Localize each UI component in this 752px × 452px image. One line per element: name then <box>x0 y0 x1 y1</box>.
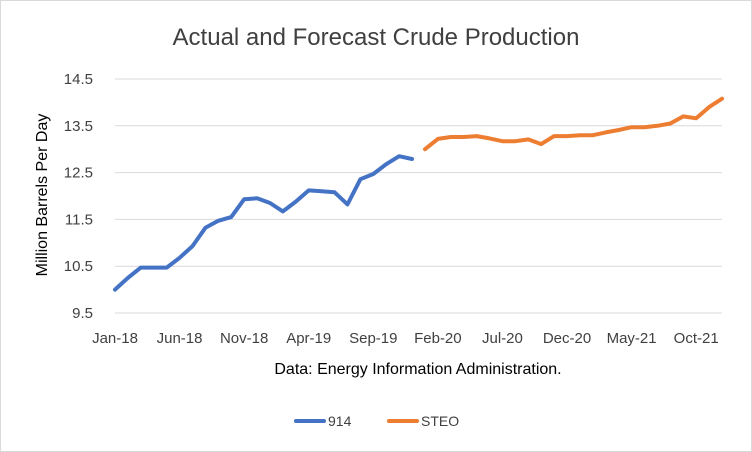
legend: 914 STEO <box>294 413 459 429</box>
y-tick-label: 11.5 <box>65 211 93 228</box>
x-tick-label: Feb-20 <box>414 330 462 347</box>
x-tick-label: Jul-20 <box>482 330 523 347</box>
x-tick-label: Jun-18 <box>157 330 203 347</box>
y-tick-label: 14.5 <box>64 71 93 88</box>
x-axis-label: Data: Energy Information Administration. <box>274 361 561 378</box>
x-tick-label: Dec-20 <box>543 330 591 347</box>
legend-label: STEO <box>421 413 459 429</box>
x-tick-label: May-21 <box>607 330 657 347</box>
x-tick-label: Sep-19 <box>349 330 397 347</box>
y-tick-label: 13.5 <box>64 118 93 135</box>
y-tick-label: 10.5 <box>64 258 93 275</box>
legend-label: 914 <box>328 413 352 429</box>
y-tick-label: 12.5 <box>64 165 93 182</box>
x-axis-ticks: Jan-18 Jun-18 Nov-18 Apr-19 Sep-19 Feb-20 Jul-… <box>92 330 719 347</box>
y-tick-label: 9.5 <box>72 305 93 322</box>
y-axis-label: Million Barrels Per Day <box>34 114 51 277</box>
chart-title: Actual and Forecast Crude Production <box>173 24 580 51</box>
series-line-steo <box>423 96 724 152</box>
x-tick-label: Oct-21 <box>674 330 719 347</box>
y-axis-ticks: 9.5 10.5 11.5 12.5 13.5 14.5 <box>64 71 93 322</box>
x-tick-label: Jan-18 <box>92 330 138 347</box>
x-tick-label: Apr-19 <box>286 330 331 347</box>
series-line-914 <box>113 154 414 292</box>
y-gridlines <box>115 78 722 267</box>
series-lines <box>113 96 724 292</box>
x-tick-label: Nov-18 <box>220 330 268 347</box>
